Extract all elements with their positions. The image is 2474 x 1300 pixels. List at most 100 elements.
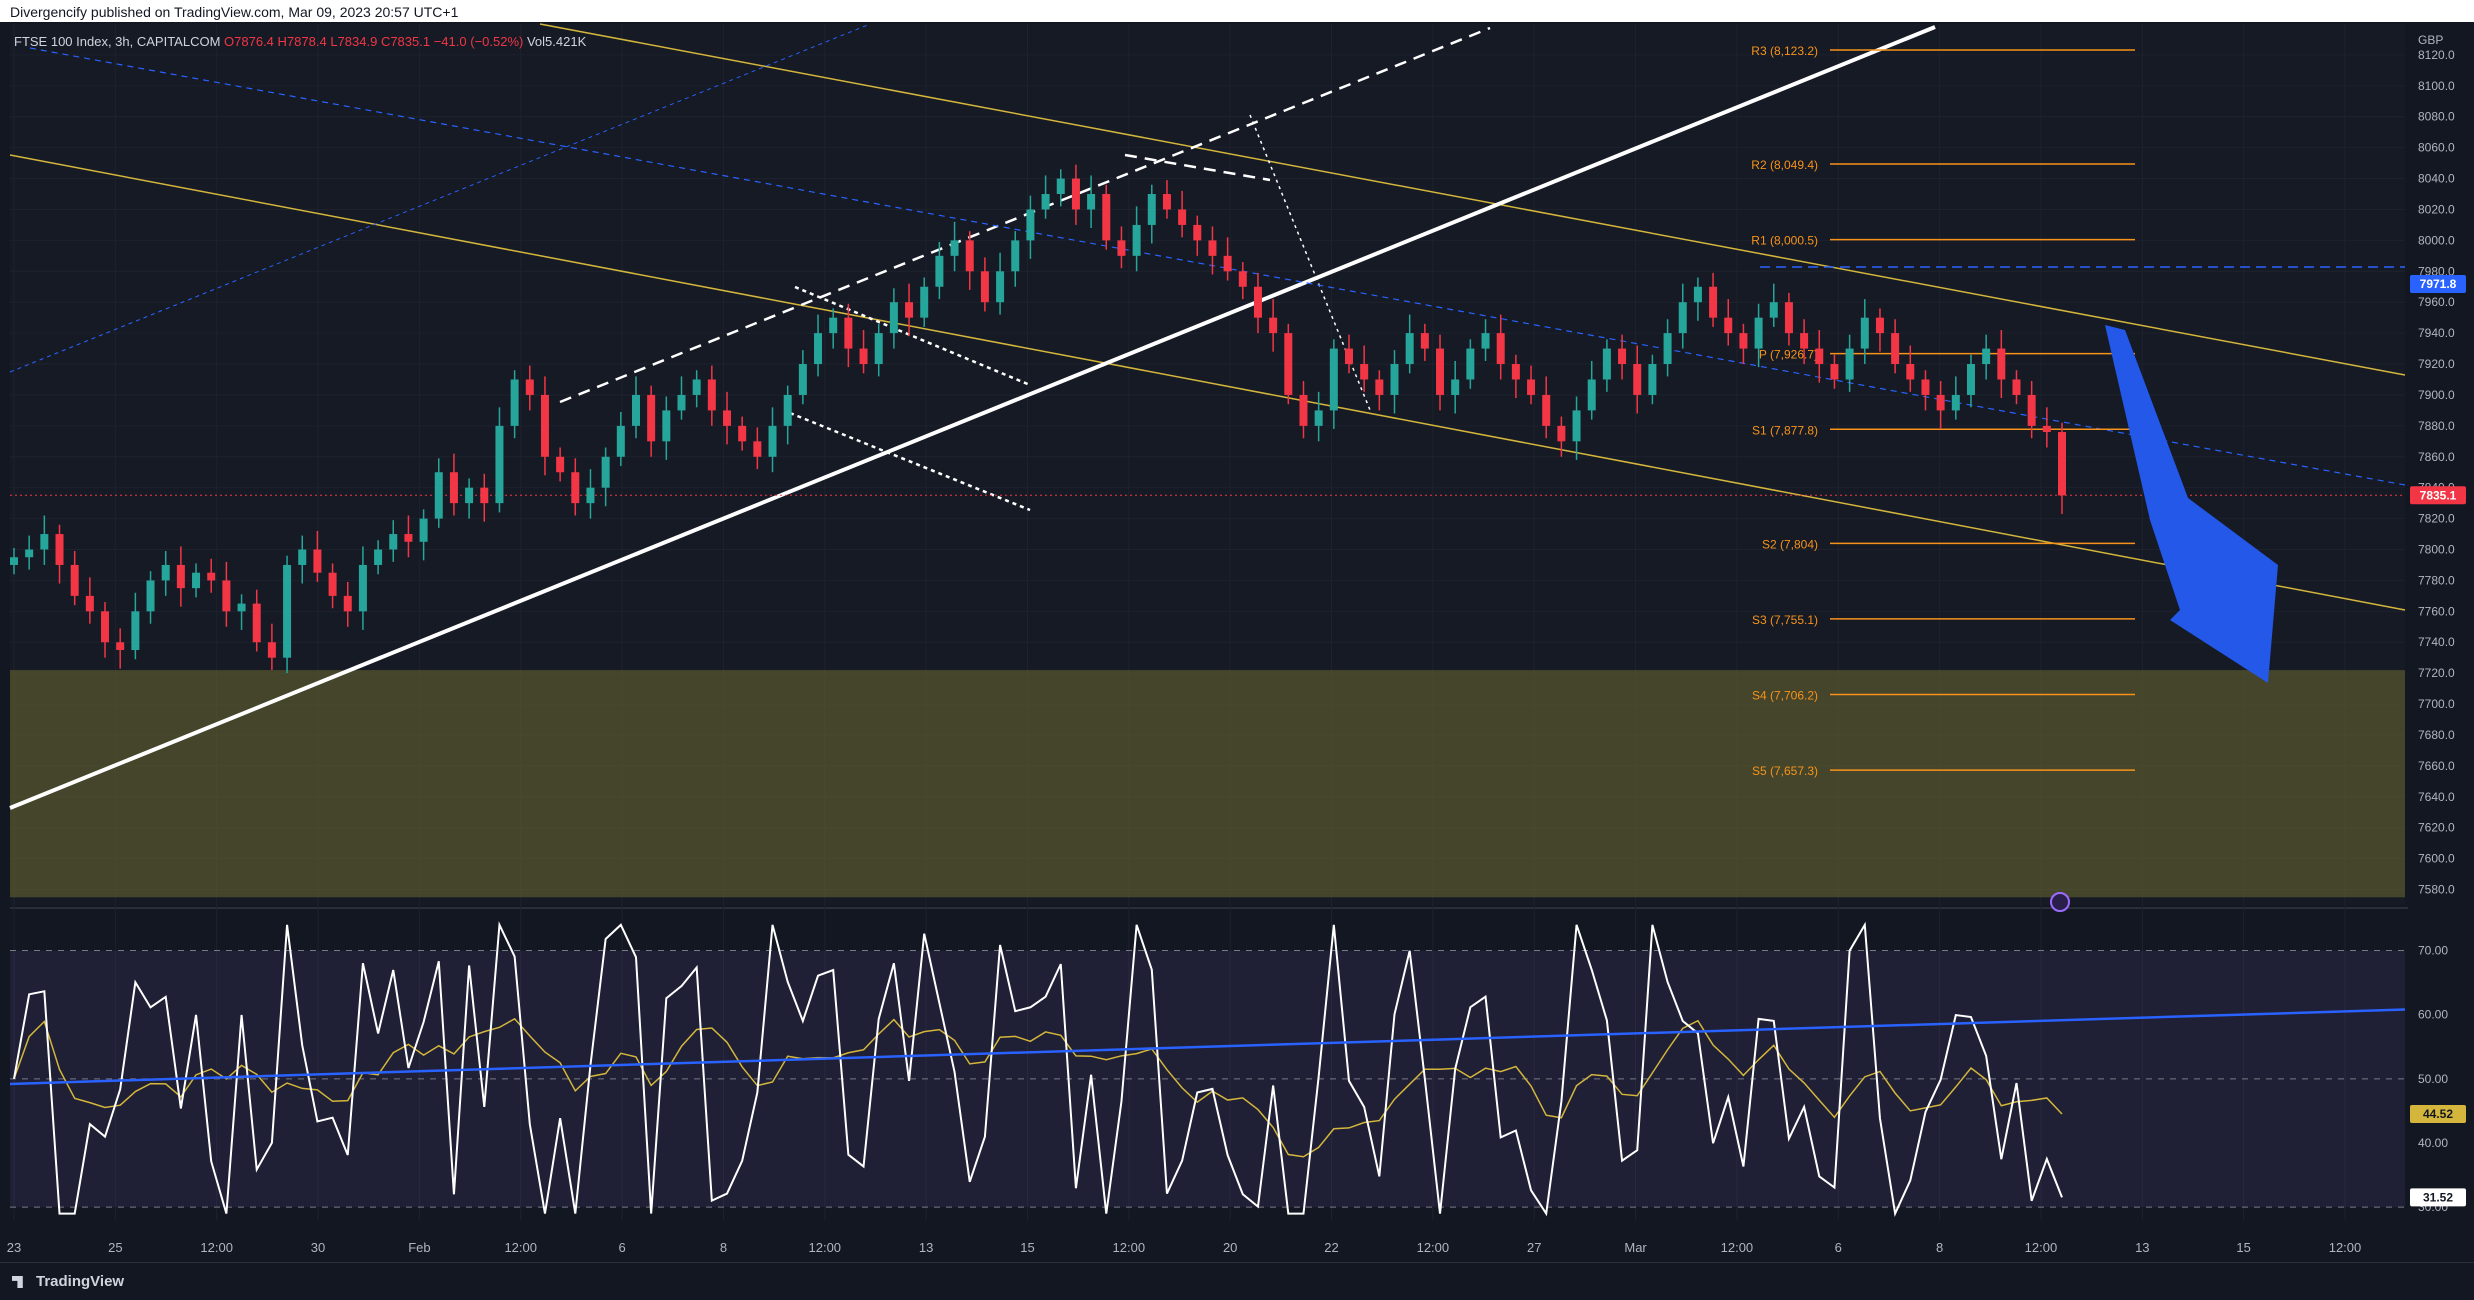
rsi-value-tag: 31.52: [2423, 1190, 2453, 1204]
candle-body: [996, 271, 1005, 303]
candle-body: [2042, 425, 2051, 433]
candle-body: [222, 580, 231, 612]
candle-body: [1663, 333, 1672, 365]
time-tick-label: 8: [720, 1240, 727, 1255]
candle-body: [601, 456, 610, 488]
time-tick-label: 27: [1527, 1240, 1541, 1255]
symbol-legend[interactable]: FTSE 100 Index, 3h, CAPITALCOM O7876.4 H…: [14, 34, 586, 49]
close-value: C7835.1: [380, 34, 431, 49]
candle-body: [1238, 271, 1247, 287]
axis-bg: [2408, 24, 2474, 1220]
candle-body: [1056, 178, 1065, 195]
time-tick-label: Feb: [408, 1240, 430, 1255]
candle-body: [207, 572, 216, 581]
time-axis[interactable]: 23 25 12:00 30 Feb 12:00 6 8 12:00 13 15 12:00 20 22 1…: [7, 1240, 2362, 1255]
price-axis[interactable]: GBP 7580.0 7600.0 7620.0 7640.0 7660.0 7680.0 7…: [2408, 24, 2474, 1220]
candles[interactable]: [10, 164, 2066, 674]
candle-body: [905, 302, 914, 318]
candle-body: [935, 255, 944, 287]
candle-body: [1193, 224, 1202, 241]
time-tick-label: 13: [919, 1240, 933, 1255]
time-tick-label: 20: [1223, 1240, 1237, 1255]
price-tick-label: 8120.0: [2418, 48, 2455, 62]
candle-body: [662, 410, 671, 442]
candle-body: [1087, 194, 1096, 210]
marked-level-tag: 7971.8: [2420, 277, 2457, 291]
candle-body: [1329, 348, 1338, 411]
candle-body: [1906, 364, 1915, 380]
candle-body: [2027, 394, 2036, 426]
candle-body: [1375, 379, 1384, 395]
arrow-shape: [2105, 325, 2278, 683]
candle-body: [1496, 333, 1505, 365]
publisher-text: Divergencify published on TradingView.co…: [10, 4, 459, 20]
candle-body: [1132, 224, 1141, 256]
candle-body: [1739, 333, 1748, 349]
price-tick-label: 8040.0: [2418, 172, 2455, 186]
candle-body: [1693, 286, 1702, 303]
candle-body: [1678, 302, 1687, 334]
price-tick-label: 8020.0: [2418, 202, 2455, 216]
time-tick-label: 13: [2135, 1240, 2149, 1255]
candle-body: [616, 425, 625, 457]
candle-body: [647, 394, 656, 442]
time-tick-label: 6: [618, 1240, 625, 1255]
candle-body: [1875, 317, 1884, 334]
candle-body: [495, 425, 504, 504]
candle-body: [374, 549, 383, 565]
pivot-label: S1 (7,877.8): [1752, 423, 1818, 437]
price-tick-label: 7980.0: [2418, 264, 2455, 278]
price-tick-label: 7680.0: [2418, 728, 2455, 742]
candle-body: [449, 472, 458, 504]
candle-body: [692, 379, 701, 395]
tradingview-logo[interactable]: TradingView: [12, 1273, 124, 1290]
candle-body: [343, 595, 352, 612]
candle-body: [571, 472, 580, 504]
rsi-tick-label: 60.00: [2418, 1008, 2448, 1022]
candle-body: [1041, 194, 1050, 210]
candle-body: [1299, 394, 1308, 426]
publisher-bar: Divergencify published on TradingView.co…: [0, 0, 2474, 22]
candle-body: [844, 317, 853, 349]
time-tick-label: 12:00: [1113, 1240, 1146, 1255]
candle-body: [1117, 240, 1126, 256]
candle-body: [283, 564, 292, 658]
candle-body: [1026, 209, 1035, 241]
candle-body: [874, 333, 883, 365]
open-value: O7876.4: [224, 34, 274, 49]
candle-body: [1253, 286, 1262, 318]
support-zone: [10, 670, 2405, 898]
candle-body: [768, 425, 777, 457]
candle-body: [1147, 194, 1156, 225]
pivot-label: S4 (7,706.2): [1752, 688, 1818, 702]
candle-body: [252, 603, 261, 643]
candle-body: [1451, 379, 1460, 395]
pivot-label: R3 (8,123.2): [1751, 44, 1818, 58]
candle-body: [1936, 394, 1945, 411]
last-price-tag: 7835.1: [2420, 488, 2457, 502]
flag-top: [794, 285, 1031, 387]
candle-body: [313, 549, 322, 573]
candle-body: [1466, 348, 1475, 380]
time-tick-label: 15: [1020, 1240, 1034, 1255]
price-tick-label: 7700.0: [2418, 697, 2455, 711]
candle-body: [404, 534, 413, 542]
candle-body: [1784, 302, 1793, 334]
candle-body: [950, 240, 959, 256]
time-tick-label: 23: [7, 1240, 21, 1255]
candle-body: [1011, 240, 1020, 272]
candle-body: [1071, 178, 1080, 210]
candle-body: [1269, 317, 1278, 334]
candle-body: [1360, 364, 1369, 380]
candle-body: [586, 487, 595, 504]
candle-body: [176, 564, 185, 589]
candle-body: [1390, 364, 1399, 395]
price-tick-label: 8000.0: [2418, 233, 2455, 247]
candle-body: [1845, 348, 1854, 380]
rsi-panel[interactable]: [9, 921, 2406, 1218]
candle-body: [783, 394, 792, 426]
candle-body: [1633, 364, 1642, 395]
candle-body: [25, 549, 34, 558]
candle-body: [1966, 364, 1975, 395]
